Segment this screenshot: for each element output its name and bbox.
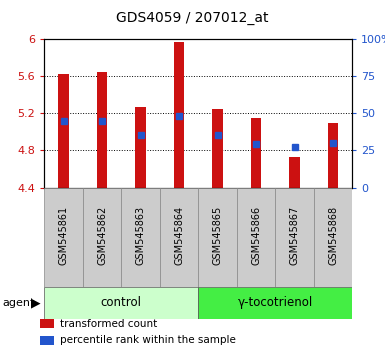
Text: GDS4059 / 207012_at: GDS4059 / 207012_at bbox=[116, 11, 269, 25]
Text: GSM545866: GSM545866 bbox=[251, 206, 261, 265]
Bar bbox=[275, 188, 314, 287]
Text: GSM545862: GSM545862 bbox=[97, 206, 107, 265]
Text: γ-tocotrienol: γ-tocotrienol bbox=[238, 296, 313, 309]
Bar bbox=[251, 118, 261, 188]
Text: GSM545864: GSM545864 bbox=[174, 206, 184, 265]
Bar bbox=[198, 287, 352, 319]
Bar bbox=[237, 188, 275, 287]
Text: GSM545861: GSM545861 bbox=[59, 206, 69, 265]
Bar bbox=[314, 188, 352, 287]
Bar bbox=[44, 287, 198, 319]
Text: GSM545865: GSM545865 bbox=[213, 206, 223, 265]
Bar bbox=[328, 122, 338, 188]
Text: GSM545867: GSM545867 bbox=[290, 206, 300, 265]
Bar bbox=[44, 188, 83, 287]
Bar bbox=[135, 107, 146, 188]
Bar bbox=[40, 336, 54, 345]
Bar bbox=[174, 42, 184, 188]
Text: ▶: ▶ bbox=[31, 296, 40, 309]
Bar bbox=[58, 74, 69, 188]
Bar bbox=[198, 188, 237, 287]
Bar bbox=[83, 188, 121, 287]
Bar bbox=[121, 188, 160, 287]
Text: GSM545868: GSM545868 bbox=[328, 206, 338, 265]
Bar bbox=[289, 157, 300, 188]
Text: control: control bbox=[101, 296, 142, 309]
Text: transformed count: transformed count bbox=[60, 319, 157, 329]
Bar bbox=[160, 188, 198, 287]
Bar bbox=[40, 319, 54, 328]
Bar bbox=[97, 73, 107, 188]
Bar bbox=[212, 109, 223, 188]
Text: agent: agent bbox=[2, 298, 34, 308]
Text: GSM545863: GSM545863 bbox=[136, 206, 146, 265]
Text: percentile rank within the sample: percentile rank within the sample bbox=[60, 335, 236, 345]
